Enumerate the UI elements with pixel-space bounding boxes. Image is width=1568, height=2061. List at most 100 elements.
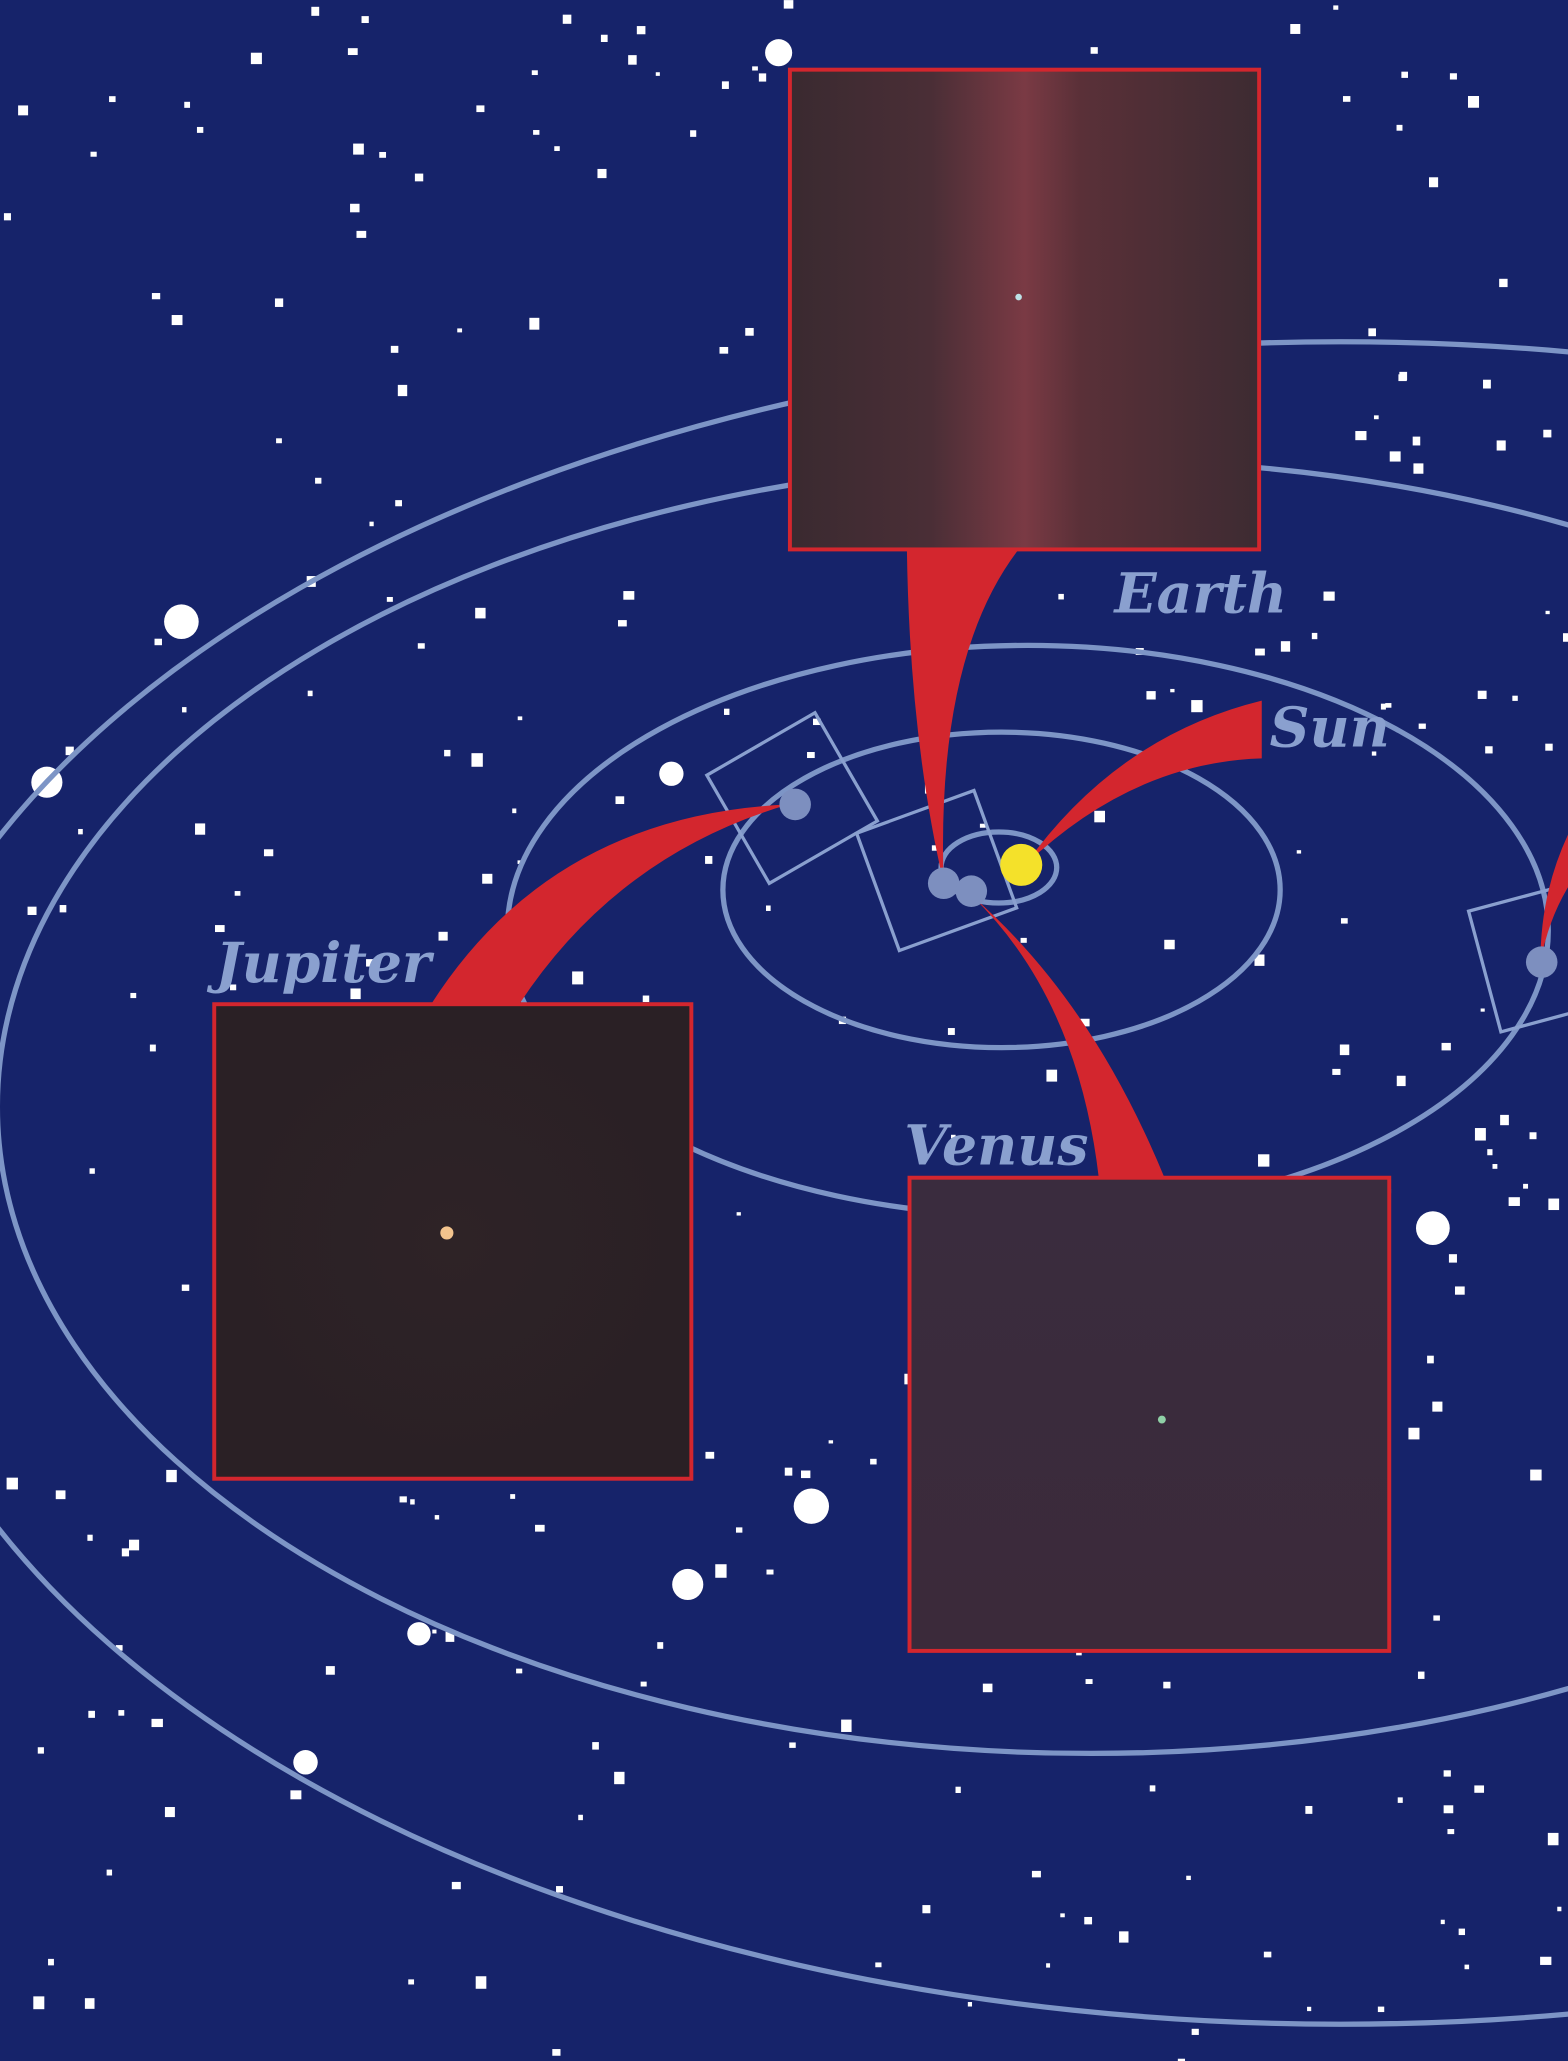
star bbox=[1341, 918, 1348, 923]
star bbox=[151, 1719, 162, 1727]
star bbox=[1500, 1115, 1509, 1125]
star bbox=[348, 48, 358, 55]
star bbox=[1444, 1805, 1454, 1813]
star bbox=[637, 26, 646, 34]
star bbox=[578, 1815, 583, 1820]
star bbox=[1060, 1913, 1065, 1917]
star bbox=[766, 905, 771, 910]
star bbox=[408, 1979, 414, 1984]
star bbox=[1485, 746, 1492, 753]
star bbox=[1084, 1917, 1092, 1924]
star bbox=[745, 328, 753, 336]
star bbox=[705, 1452, 714, 1459]
star bbox=[535, 1525, 545, 1532]
star bbox=[1390, 451, 1401, 461]
star bbox=[705, 856, 712, 864]
star bbox=[195, 823, 205, 834]
star bbox=[165, 1807, 175, 1817]
star bbox=[1474, 1785, 1484, 1792]
star bbox=[432, 1630, 436, 1634]
star bbox=[1046, 1070, 1057, 1082]
star bbox=[264, 849, 273, 856]
star bbox=[1312, 633, 1317, 639]
star bbox=[516, 1669, 522, 1674]
star bbox=[1441, 1920, 1445, 1924]
star bbox=[33, 1996, 44, 2009]
star bbox=[290, 1790, 301, 1799]
star bbox=[452, 1882, 461, 1889]
star bbox=[471, 753, 482, 767]
star bbox=[737, 1212, 741, 1215]
star bbox=[38, 1747, 44, 1753]
star bbox=[1186, 1876, 1191, 1880]
star bbox=[1557, 1907, 1561, 1911]
jupiter-dot bbox=[440, 1226, 453, 1239]
sun bbox=[1000, 844, 1042, 886]
star bbox=[556, 1886, 563, 1893]
star bbox=[435, 1515, 439, 1519]
star bbox=[841, 1720, 851, 1732]
star bbox=[326, 1666, 335, 1675]
star bbox=[1150, 1785, 1156, 1791]
star bbox=[387, 597, 393, 602]
star bbox=[1509, 1197, 1520, 1206]
star bbox=[983, 1684, 993, 1693]
star bbox=[1465, 1965, 1470, 1970]
star bbox=[601, 35, 608, 42]
star bbox=[1119, 1931, 1128, 1942]
star bbox=[150, 1045, 156, 1052]
star bbox=[948, 1028, 955, 1035]
star bbox=[572, 971, 583, 984]
star bbox=[28, 907, 37, 915]
star bbox=[529, 318, 539, 330]
star bbox=[759, 73, 766, 81]
star bbox=[395, 500, 402, 506]
star bbox=[659, 762, 683, 786]
star bbox=[623, 591, 634, 600]
star bbox=[164, 604, 199, 639]
star bbox=[1355, 431, 1366, 440]
star bbox=[130, 993, 136, 998]
label: Earth bbox=[1113, 562, 1288, 627]
star bbox=[1146, 691, 1155, 699]
star bbox=[1374, 415, 1379, 419]
label: Sun bbox=[1270, 696, 1390, 761]
star bbox=[182, 707, 186, 712]
star bbox=[1305, 1806, 1312, 1814]
star bbox=[720, 347, 729, 354]
star bbox=[552, 2049, 560, 2056]
star bbox=[48, 1959, 54, 1965]
star bbox=[410, 1499, 415, 1504]
star bbox=[672, 1569, 703, 1600]
star bbox=[752, 66, 758, 70]
planet bbox=[956, 875, 988, 907]
star bbox=[308, 691, 313, 697]
star bbox=[391, 346, 399, 353]
star bbox=[870, 1459, 876, 1465]
star bbox=[1333, 5, 1338, 9]
label: Jupiter bbox=[207, 931, 435, 996]
star bbox=[1449, 1254, 1457, 1262]
star bbox=[1545, 744, 1552, 751]
star bbox=[1408, 1428, 1419, 1440]
star bbox=[807, 752, 815, 758]
star bbox=[1340, 1045, 1349, 1056]
star bbox=[475, 608, 485, 619]
star bbox=[369, 522, 373, 527]
star bbox=[166, 1470, 177, 1482]
star bbox=[350, 204, 359, 213]
star bbox=[4, 213, 11, 220]
star bbox=[1548, 1833, 1559, 1845]
star bbox=[415, 174, 423, 182]
star bbox=[476, 1976, 487, 1989]
star bbox=[784, 0, 794, 9]
jupiter-photo bbox=[214, 1004, 691, 1479]
star bbox=[1540, 1957, 1551, 1965]
star bbox=[476, 105, 484, 112]
star bbox=[91, 152, 97, 157]
star bbox=[1455, 1286, 1465, 1294]
star bbox=[1419, 724, 1426, 729]
star bbox=[736, 1527, 742, 1532]
star bbox=[1481, 1008, 1485, 1011]
venus-dot bbox=[1158, 1416, 1166, 1424]
